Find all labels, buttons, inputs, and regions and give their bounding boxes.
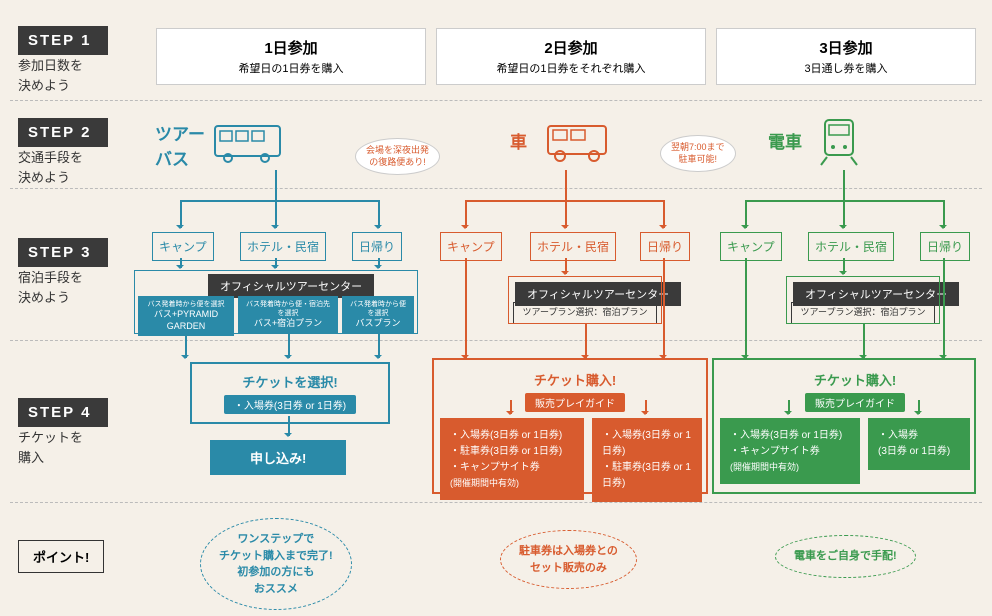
bubble-bus: 会場を深夜出発 の復路便あり! bbox=[355, 138, 440, 175]
card-3day: 3日参加 3日通し券を購入 bbox=[716, 28, 976, 85]
opt-daytrip: 日帰り bbox=[352, 232, 402, 261]
divider bbox=[10, 100, 982, 101]
ticket-bus: チケットを選択! ・入場券(3日券 or 1日券) bbox=[190, 362, 390, 424]
step-2-sub: 交通手段を 決めよう bbox=[18, 148, 118, 187]
conn bbox=[275, 170, 277, 200]
point-train: 電車をご自身で手配! bbox=[775, 535, 916, 578]
ticket-title: チケット購入! bbox=[763, 370, 947, 389]
card-2day: 2日参加 希望日の1日券をそれぞれ購入 bbox=[436, 28, 706, 85]
conn bbox=[378, 200, 380, 228]
conn bbox=[275, 200, 277, 228]
buy-car-1: ・入場券(3日券 or 1日券) ・駐車券(3日券 or 1日券) ・キャンプサ… bbox=[440, 418, 584, 500]
conn bbox=[843, 200, 845, 228]
conn bbox=[843, 258, 845, 274]
conn bbox=[378, 334, 380, 358]
opt-hotel: ホテル・民宿 bbox=[240, 232, 326, 261]
opt-hotel: ホテル・民宿 bbox=[530, 232, 616, 261]
ticket-badge: ・入場券(3日券 or 1日券) bbox=[224, 395, 356, 414]
card-title: 3日参加 bbox=[731, 37, 961, 58]
mode-train: 電車 bbox=[768, 128, 802, 153]
conn bbox=[288, 334, 290, 358]
plan-bus-1: バス発着時から便を選択 バス+PYRAMID GARDEN bbox=[138, 296, 234, 336]
train-plan-frame bbox=[786, 276, 940, 324]
conn bbox=[918, 400, 920, 414]
official-label: オフィシャルツアーセンター bbox=[208, 274, 374, 298]
step-3-label: STEP 3 bbox=[18, 238, 108, 267]
mode-car: 車 bbox=[510, 128, 527, 153]
conn bbox=[843, 170, 845, 200]
buy-train-1: ・入場券(3日券 or 1日券) ・キャンプサイト券 (開催期間中有効) bbox=[720, 418, 860, 484]
conn bbox=[863, 324, 865, 358]
card-title: 2日参加 bbox=[451, 37, 691, 58]
conn bbox=[378, 258, 380, 268]
step-4-label: STEP 4 bbox=[18, 398, 108, 427]
opt-hotel: ホテル・民宿 bbox=[808, 232, 894, 261]
bus-icon bbox=[210, 118, 290, 168]
conn bbox=[943, 200, 945, 228]
step-4-sub: チケットを 購入 bbox=[18, 428, 118, 467]
ticket-title: チケット購入! bbox=[483, 370, 667, 389]
opt-daytrip: 日帰り bbox=[920, 232, 970, 261]
conn bbox=[745, 200, 747, 228]
conn bbox=[565, 200, 567, 228]
conn bbox=[663, 200, 665, 228]
conn bbox=[645, 400, 647, 414]
point-label: ポイント! bbox=[18, 540, 104, 573]
point-bus: ワンステップで チケット購入まで完了! 初参加の方にも おススメ bbox=[200, 518, 352, 610]
conn bbox=[943, 258, 945, 358]
conn bbox=[788, 400, 790, 414]
divider bbox=[10, 340, 982, 341]
bubble-car: 翌朝7:00まで 駐車可能! bbox=[660, 135, 736, 172]
opt-camp: キャンプ bbox=[720, 232, 782, 261]
conn bbox=[510, 400, 512, 414]
conn bbox=[180, 258, 182, 268]
conn bbox=[565, 170, 567, 200]
plan-bus-3: バス発着時から便を選択 バスプラン bbox=[342, 296, 414, 334]
conn bbox=[275, 258, 277, 268]
card-sub: 希望日の1日券をそれぞれ購入 bbox=[451, 60, 691, 76]
conn bbox=[185, 334, 187, 358]
divider bbox=[10, 502, 982, 503]
conn bbox=[663, 258, 665, 358]
car-icon bbox=[540, 118, 620, 168]
card-sub: 希望日の1日券を購入 bbox=[171, 60, 411, 76]
opt-camp: キャンプ bbox=[152, 232, 214, 261]
step-2-label: STEP 2 bbox=[18, 118, 108, 147]
plan-bus-2: バス発着時から便・宿泊先を選択 バス+宿泊プラン bbox=[238, 296, 338, 334]
conn bbox=[180, 200, 182, 228]
opt-camp: キャンプ bbox=[440, 232, 502, 261]
step-1-sub: 参加日数を 決めよう bbox=[18, 56, 118, 95]
card-1day: 1日参加 希望日の1日券を購入 bbox=[156, 28, 426, 85]
divider bbox=[10, 188, 982, 189]
step-3-sub: 宿泊手段を 決めよう bbox=[18, 268, 118, 307]
conn bbox=[288, 416, 290, 436]
apply-button: 申し込み! bbox=[210, 440, 346, 475]
ticket-badge: 販売プレイガイド bbox=[805, 393, 905, 412]
car-plan-frame bbox=[508, 276, 662, 324]
train-icon bbox=[815, 115, 865, 170]
conn bbox=[585, 324, 587, 358]
mode-bus: ツアー バス bbox=[155, 120, 205, 170]
card-title: 1日参加 bbox=[171, 37, 411, 58]
opt-daytrip: 日帰り bbox=[640, 232, 690, 261]
flowchart-page: STEP 1 参加日数を 決めよう STEP 2 交通手段を 決めよう STEP… bbox=[0, 0, 992, 616]
conn bbox=[465, 200, 467, 228]
point-car: 駐車券は入場券との セット販売のみ bbox=[500, 530, 637, 589]
conn bbox=[565, 258, 567, 274]
conn bbox=[745, 200, 945, 202]
conn bbox=[745, 258, 747, 358]
ticket-badge: 販売プレイガイド bbox=[525, 393, 625, 412]
buy-train-2: ・入場券 (3日券 or 1日券) bbox=[868, 418, 970, 470]
conn bbox=[465, 258, 467, 358]
ticket-title: チケットを選択! bbox=[200, 372, 380, 391]
step-1-label: STEP 1 bbox=[18, 26, 108, 55]
buy-car-2: ・入場券(3日券 or 1日券) ・駐車券(3日券 or 1日券) bbox=[592, 418, 702, 502]
card-sub: 3日通し券を購入 bbox=[731, 60, 961, 76]
conn bbox=[180, 200, 380, 202]
